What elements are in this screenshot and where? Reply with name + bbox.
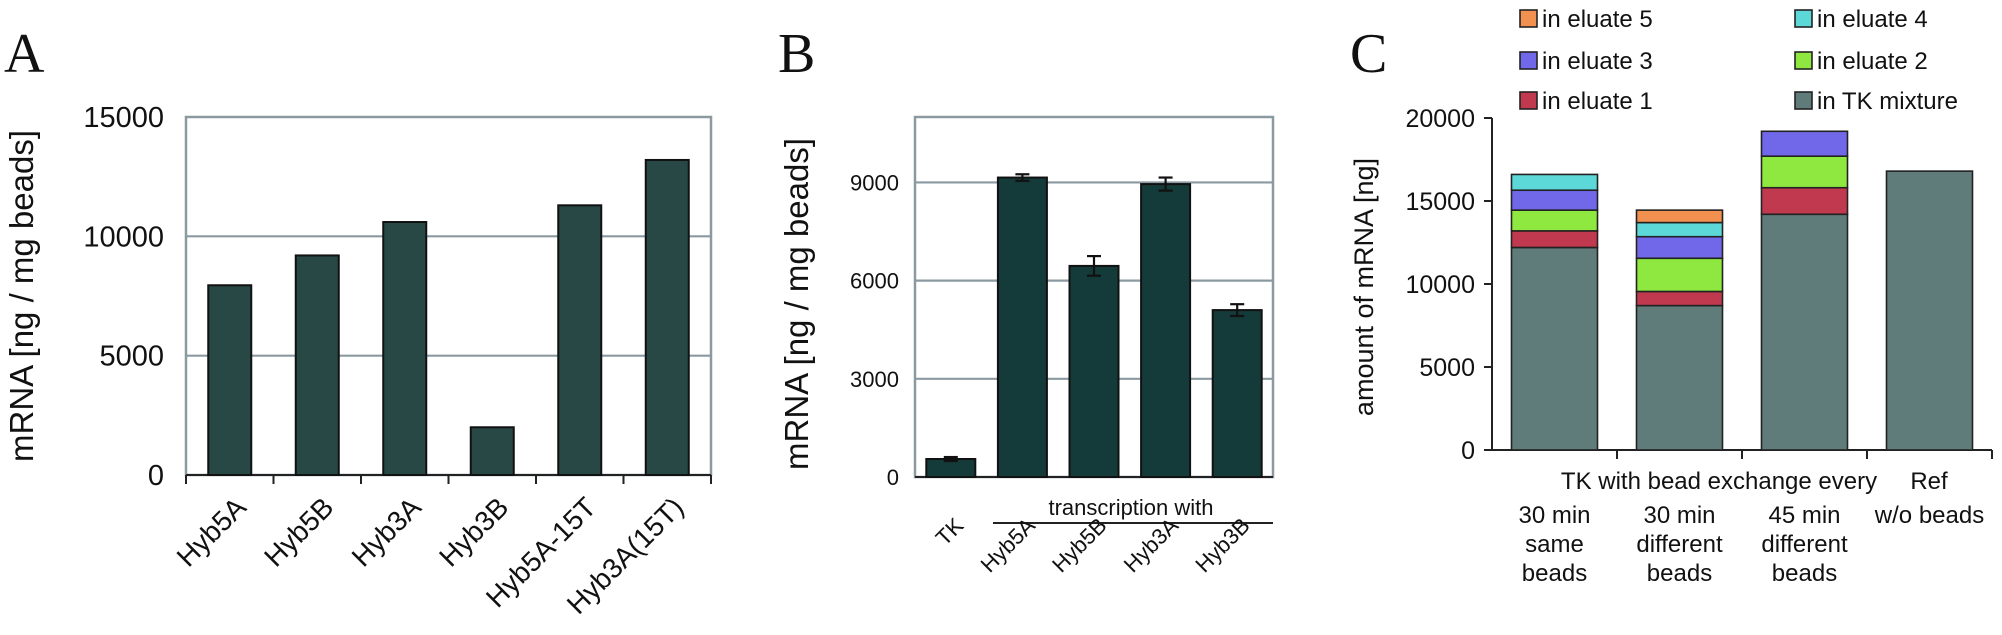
panel-b-ylabel: mRNA [ng / mg beads] (778, 138, 815, 470)
panel-b-bar-hyb3a (1140, 183, 1192, 478)
panel-c-segment-in-eluate-1 (1510, 230, 1599, 249)
panel-c-category-label-line: beads (1647, 560, 1712, 587)
panel-c-category-label-line: beads (1772, 560, 1837, 587)
panel-b-ytick-label: 0 (887, 465, 899, 490)
panel-c-header-right: Ref (1910, 468, 1948, 495)
panel-a-plot-area (184, 115, 713, 477)
panel-c-legend-label: in eluate 2 (1817, 48, 1928, 75)
panel-b-ytick-label: 6000 (850, 269, 899, 294)
panel-c-segment-in-eluate-3 (1510, 189, 1599, 211)
panel-c-ylabel: amount of mRNA [ng] (1349, 158, 1379, 416)
panel-b-bar-hyb3b (1211, 309, 1263, 478)
panel-c-ytick-label: 5000 (1419, 354, 1475, 382)
panel-c-segment-in-eluate-2 (1760, 155, 1849, 189)
panel-c-segment-in-eluate-2 (1510, 209, 1599, 232)
panel-a-ytick-label: 15000 (83, 102, 164, 134)
panel-c-category-label-line: 30 min (1643, 502, 1715, 529)
panel-a-bar-hyb3a-15t (644, 158, 690, 477)
panel-c-ytick-label: 10000 (1405, 271, 1475, 299)
panel-b: B mRNA [ng / mg beads] transcription wit… (778, 23, 1275, 577)
panel-c-segment-in-tk-mixture (1510, 246, 1599, 451)
panel-b-letter: B (778, 23, 815, 85)
panel-c-category-label-line: different (1636, 531, 1723, 558)
panel-c-category-label-line: beads (1522, 560, 1587, 587)
panel-b-ytick-label: 9000 (850, 170, 899, 195)
panel-b-group-label: transcription with (1048, 495, 1213, 520)
panel-c-ytick-label: 15000 (1405, 188, 1475, 216)
panel-b-bar-hyb5b (1068, 264, 1120, 478)
panel-a-bar-hyb5a-15t (557, 204, 603, 476)
panel-c-ytick-label: 0 (1461, 437, 1475, 465)
panel-a-ytick-label: 0 (148, 460, 164, 492)
panel-a-xtick-label: Hyb5A (171, 491, 253, 573)
panel-c-category-label-line: different (1761, 531, 1848, 558)
panel-c-segment-in-eluate-3 (1760, 130, 1849, 157)
panel-c-segment-in-tk-mixture (1760, 213, 1849, 451)
panel-c-legend-swatch (1794, 91, 1813, 110)
panel-c-ytick-label: 20000 (1405, 105, 1475, 133)
panel-b-ytick-label: 3000 (850, 367, 899, 392)
panel-c-legend-swatch (1519, 9, 1538, 28)
panel-c-segment-in-eluate-1 (1635, 290, 1724, 307)
panel-a-xtick-label: Hyb5B (258, 491, 339, 572)
panel-a-bar-hyb5b (294, 254, 340, 476)
panel-c-legend-swatch (1794, 51, 1813, 70)
panel-c-legend-swatch (1519, 91, 1538, 110)
panel-c-letter: C (1350, 23, 1387, 85)
panel-c-legend-label: in eluate 1 (1542, 88, 1653, 115)
panel-c-category-label-line: w/o beads (1874, 502, 1984, 529)
panel-c-header-left: TK with bead exchange every (1561, 468, 1877, 495)
panel-b-bar-hyb5a (996, 176, 1048, 479)
panel-a-ytick-label: 5000 (99, 341, 164, 373)
panel-b-xtick-label: TK (931, 513, 969, 551)
panel-c: C amount of mRNA [ng] TK with bead excha… (1349, 6, 1993, 587)
panel-c-segment-in-eluate-4 (1635, 221, 1724, 238)
panel-c-segment-in-tk-mixture (1885, 170, 1974, 451)
panel-c-category-label-line: 45 min (1768, 502, 1840, 529)
panel-a-xtick-label: Hyb3B (433, 491, 514, 572)
panel-c-segment-in-eluate-3 (1635, 235, 1724, 260)
panel-a-ylabel: mRNA [ng / mg beads] (3, 130, 40, 462)
panel-c-legend-swatch (1794, 9, 1813, 28)
panel-c-category-label-line: same (1525, 531, 1584, 558)
panel-c-legend-label: in TK mixture (1817, 88, 1958, 115)
panel-a-bar-hyb3a (382, 221, 428, 476)
panel-a-bar-hyb5a (207, 284, 253, 477)
panel-c-legend-label: in eluate 3 (1542, 48, 1653, 75)
panel-c-segment-in-eluate-4 (1510, 173, 1599, 192)
panel-a-bar-hyb3b (469, 426, 515, 476)
panel-c-category-label-line: 30 min (1518, 502, 1590, 529)
panel-a-letter: A (4, 23, 45, 85)
panel-c-legend-label: in eluate 5 (1542, 6, 1653, 33)
panel-a-ytick-label: 10000 (83, 221, 164, 253)
panel-c-legend-swatch (1519, 51, 1538, 70)
panel-c-segment-in-tk-mixture (1635, 304, 1724, 451)
panel-c-segment-in-eluate-2 (1635, 257, 1724, 293)
panel-c-segment-in-eluate-1 (1760, 186, 1849, 216)
panel-a: A mRNA [ng / mg beads] 0 5000 10000 15000 Hy… (3, 23, 713, 620)
panel-c-legend-label: in eluate 4 (1817, 6, 1928, 33)
panel-a-xtick-label: Hyb3A (346, 491, 428, 573)
panel-c-segment-in-eluate-5 (1635, 209, 1724, 224)
